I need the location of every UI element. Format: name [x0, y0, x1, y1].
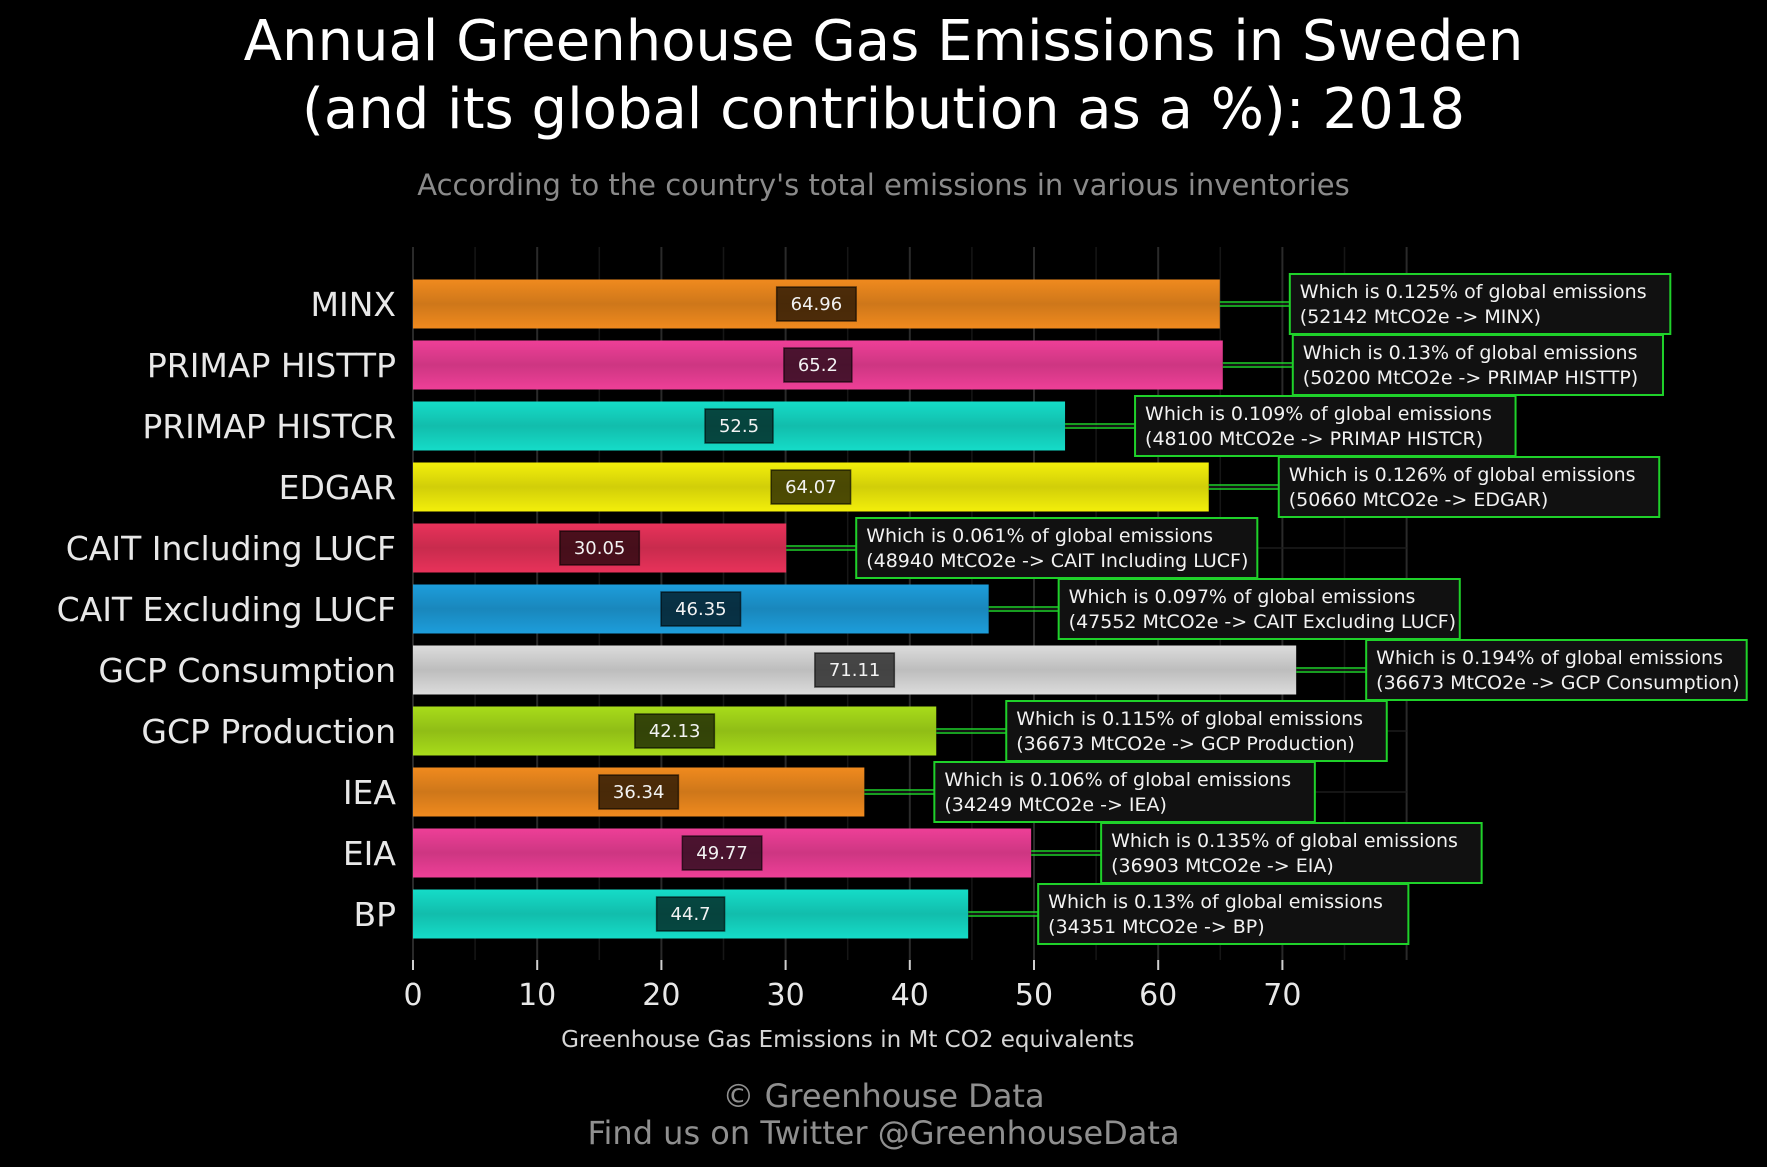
annotation-line2: (34249 MtCO2e -> IEA) [944, 794, 1167, 816]
value-label: 46.35 [675, 599, 727, 620]
annotation-box [1365, 639, 1748, 701]
annotation-line1: Which is 0.13% of global emissions [1303, 342, 1638, 364]
annotation-line2: (34351 MtCO2e -> BP) [1048, 916, 1265, 938]
annotation-line1: Which is 0.135% of global emissions [1111, 830, 1458, 852]
annotation-box [1100, 822, 1483, 884]
annotation-box [1277, 456, 1661, 518]
category-label: BP [353, 895, 396, 934]
category-label: PRIMAP HISTTP [147, 346, 396, 385]
chart-title-line1: Annual Greenhouse Gas Emissions in Swede… [243, 9, 1524, 74]
annotation-line2: (48100 MtCO2e -> PRIMAP HISTCR) [1145, 428, 1483, 450]
value-label: 36.34 [613, 782, 665, 803]
chart-title-line2: (and its global contribution as a %): 20… [302, 77, 1465, 142]
x-tick-label: 60 [1139, 978, 1177, 1013]
annotation-line1: Which is 0.125% of global emissions [1300, 281, 1647, 303]
value-label: 49.77 [696, 843, 748, 864]
value-label-box [775, 286, 857, 322]
x-axis-label: Greenhouse Gas Emissions in Mt CO2 equiv… [561, 1027, 1134, 1053]
annotation-line1: Which is 0.13% of global emissions [1048, 891, 1383, 913]
value-label: 71.11 [829, 660, 881, 681]
chart-title: Annual Greenhouse Gas Emissions in Swede… [0, 8, 1767, 144]
x-tick-label: 10 [518, 978, 556, 1013]
value-label-box [559, 530, 641, 566]
annotation-box [855, 517, 1259, 579]
annotation-line2: (36903 MtCO2e -> EIA) [1111, 855, 1334, 877]
annotation-line2: (50660 MtCO2e -> EDGAR) [1289, 489, 1549, 511]
value-label-box [660, 591, 742, 627]
annotation-line1: Which is 0.106% of global emissions [944, 769, 1291, 791]
category-label: CAIT Excluding LUCF [57, 590, 396, 629]
annotation-line2: (36673 MtCO2e -> GCP Consumption) [1376, 672, 1739, 694]
annotation-line1: Which is 0.061% of global emissions [866, 525, 1213, 547]
value-label-box [681, 835, 763, 871]
annotation-box [1057, 578, 1461, 640]
annotation-box [1037, 883, 1410, 945]
category-label: PRIMAP HISTCR [142, 407, 396, 446]
value-label-box [814, 652, 896, 688]
annotation-line2: (50200 MtCO2e -> PRIMAP HISTTP) [1303, 367, 1638, 389]
value-label-box [634, 713, 716, 749]
x-tick-label: 70 [1263, 978, 1301, 1013]
annotation-line2: (36673 MtCO2e -> GCP Production) [1016, 733, 1355, 755]
value-label: 44.7 [671, 904, 711, 925]
x-tick-label: 40 [891, 978, 929, 1013]
annotation-line2: (52142 MtCO2e -> MINX) [1300, 306, 1541, 328]
footer-copyright: © Greenhouse Data [722, 1077, 1045, 1115]
category-label: EIA [343, 834, 397, 873]
value-label-box [770, 469, 852, 505]
annotation-box [933, 761, 1316, 823]
chart-subtitle: According to the country's total emissio… [417, 168, 1350, 202]
x-tick-label: 30 [767, 978, 805, 1013]
value-label: 64.07 [785, 477, 837, 498]
annotation-box [1134, 395, 1517, 457]
annotation-line1: Which is 0.115% of global emissions [1016, 708, 1363, 730]
category-label: MINX [311, 285, 397, 324]
category-label: GCP Consumption [98, 651, 396, 690]
value-label: 42.13 [649, 721, 701, 742]
value-label-box [783, 347, 853, 383]
value-label: 64.96 [791, 294, 843, 315]
annotation-line1: Which is 0.109% of global emissions [1145, 403, 1492, 425]
annotation-box [1291, 334, 1664, 396]
annotation-box [1288, 273, 1672, 335]
value-label-box [655, 896, 726, 932]
category-label: EDGAR [279, 468, 396, 507]
annotation-line1: Which is 0.194% of global emissions [1376, 647, 1723, 669]
category-label: GCP Production [141, 712, 396, 751]
annotation-line2: (48940 MtCO2e -> CAIT Including LUCF) [866, 550, 1248, 572]
value-label: 30.05 [574, 538, 626, 559]
x-tick-label: 20 [642, 978, 680, 1013]
value-label-box [704, 408, 774, 444]
x-tick-label: 0 [403, 978, 422, 1013]
value-label: 52.5 [719, 416, 759, 437]
category-label: CAIT Including LUCF [66, 529, 396, 568]
value-label-box [598, 774, 680, 810]
annotation-box [1005, 700, 1388, 762]
x-tick-label: 50 [1015, 978, 1053, 1013]
footer-twitter: Find us on Twitter @GreenhouseData [587, 1114, 1180, 1152]
annotation-line1: Which is 0.097% of global emissions [1069, 586, 1416, 608]
value-label: 65.2 [798, 355, 838, 376]
category-label: IEA [343, 773, 397, 812]
annotation-line2: (47552 MtCO2e -> CAIT Excluding LUCF) [1069, 611, 1456, 633]
annotation-line1: Which is 0.126% of global emissions [1289, 464, 1636, 486]
bar-chart: 0 10 20 30 40 50 60 70 Greenhouse Gas Emissions … [57, 247, 1748, 1053]
